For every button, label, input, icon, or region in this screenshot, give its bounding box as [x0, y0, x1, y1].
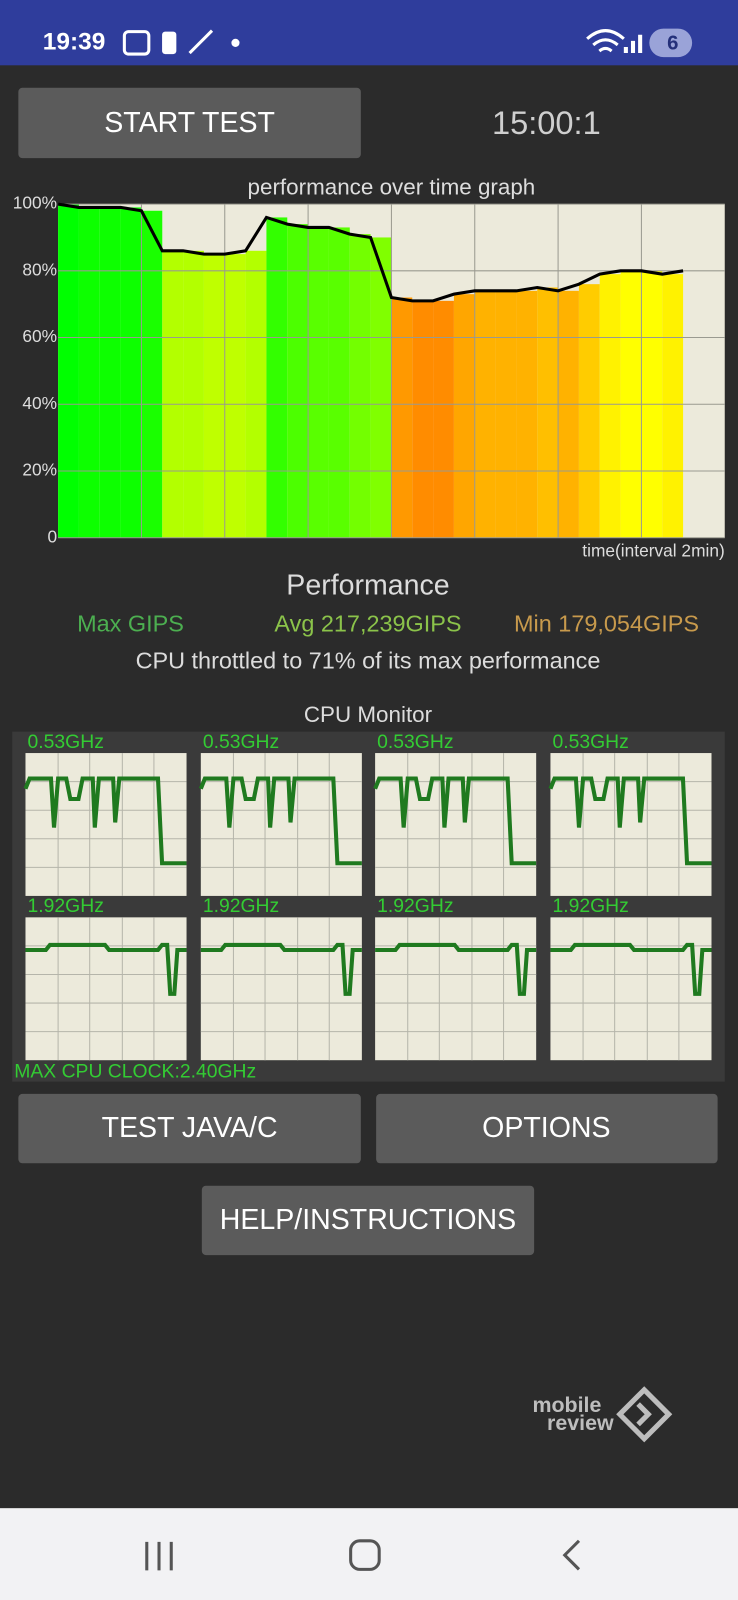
timer: 15:00:1	[492, 104, 601, 141]
perf-bar	[183, 250, 204, 538]
core-frequency: 0.53GHz	[28, 731, 104, 753]
y-tick-label: 40%	[22, 393, 57, 413]
perf-bar	[412, 300, 434, 538]
graph-title: performance over time graph	[248, 175, 536, 200]
core-frequency: 1.92GHz	[203, 895, 279, 917]
y-tick-label: 100%	[13, 193, 57, 213]
throttle-text: CPU throttled to 71% of its max performa…	[136, 647, 601, 673]
max-clock: MAX CPU CLOCK:2.40GHz	[14, 1061, 256, 1083]
perf-bar	[162, 250, 184, 538]
wifi-icon	[586, 29, 625, 53]
perf-bar	[120, 207, 142, 538]
core-graph	[201, 917, 362, 1060]
button-label[interactable]: HELP/INSTRUCTIONS	[220, 1204, 516, 1236]
icon	[231, 38, 240, 47]
perf-bar	[203, 254, 225, 538]
core-frequency: 1.92GHz	[28, 895, 104, 917]
y-tick-label: 20%	[22, 460, 57, 480]
x-axis-label: time(interval 2min)	[582, 541, 724, 561]
help-button[interactable]	[201, 1185, 535, 1256]
max-gips: Max GIPS	[77, 611, 184, 637]
core-graph	[375, 753, 536, 896]
graph	[57, 202, 725, 539]
perf-bar	[328, 227, 350, 538]
perf-bar	[308, 227, 329, 538]
watermark: review	[547, 1411, 614, 1435]
avg-gips: Avg 217,239GIPS	[274, 611, 461, 637]
options-button[interactable]	[376, 1093, 718, 1164]
watermark-logo	[616, 1386, 673, 1443]
icon	[188, 29, 214, 55]
core-graph	[375, 917, 536, 1060]
core-frequency: 0.53GHz	[377, 731, 453, 753]
perf-bar	[224, 254, 246, 538]
status-bar	[0, 0, 738, 66]
min-gips: Min 179,054GIPS	[514, 611, 699, 637]
perf-bar	[349, 234, 371, 538]
button-label[interactable]: TEST JAVA/C	[102, 1112, 278, 1144]
core-frequency: 1.92GHz	[552, 895, 628, 917]
y-tick-label: 80%	[22, 259, 57, 279]
perf-bar	[558, 290, 579, 538]
core-graph	[201, 753, 362, 896]
test-java-button[interactable]	[18, 1093, 361, 1164]
button-label[interactable]: OPTIONS	[482, 1112, 610, 1144]
perf-bar	[537, 287, 559, 538]
perf-bar	[266, 217, 288, 538]
signal-icon	[623, 34, 643, 54]
perf-bar	[78, 207, 100, 538]
clock: 19:39	[43, 28, 106, 55]
home-button[interactable]	[349, 1539, 381, 1571]
perf-bar	[453, 294, 475, 538]
y-tick-label: 0	[47, 526, 57, 546]
core-graph	[25, 917, 186, 1060]
perf-bar	[516, 290, 538, 538]
performance-heading: Performance	[286, 569, 449, 601]
y-tick-label: 60%	[22, 326, 57, 346]
cpu-monitor-title: CPU Monitor	[304, 702, 433, 727]
perf-line	[57, 202, 684, 303]
core-graph	[25, 753, 186, 896]
core-graph	[550, 917, 711, 1060]
nav-bar	[0, 1508, 738, 1600]
perf-bar	[662, 274, 684, 538]
icon	[122, 30, 151, 56]
core-frequency: 0.53GHz	[203, 731, 279, 753]
start-button[interactable]	[18, 87, 361, 159]
badge-count: 6	[667, 32, 678, 54]
watermark: mobile	[532, 1393, 601, 1417]
perf-bar	[474, 290, 496, 538]
recents-button[interactable]	[145, 1541, 173, 1571]
perf-bar	[495, 290, 517, 538]
perf-bar	[99, 207, 121, 538]
button-label[interactable]: START TEST	[104, 107, 275, 139]
perf-bar	[391, 297, 413, 538]
icon	[162, 31, 177, 55]
perf-bar	[599, 274, 621, 538]
badge	[649, 28, 693, 58]
back-button[interactable]	[562, 1539, 581, 1571]
perf-bar	[433, 300, 454, 538]
core-frequency: 1.92GHz	[377, 895, 453, 917]
perf-bar	[578, 284, 600, 538]
core-graph	[550, 753, 711, 896]
perf-bar	[245, 250, 267, 538]
core-frequency: 0.53GHz	[552, 731, 628, 753]
perf-bar	[141, 210, 163, 538]
perf-bar	[287, 224, 309, 538]
perf-bar	[370, 237, 392, 538]
perf-bar	[58, 204, 79, 538]
